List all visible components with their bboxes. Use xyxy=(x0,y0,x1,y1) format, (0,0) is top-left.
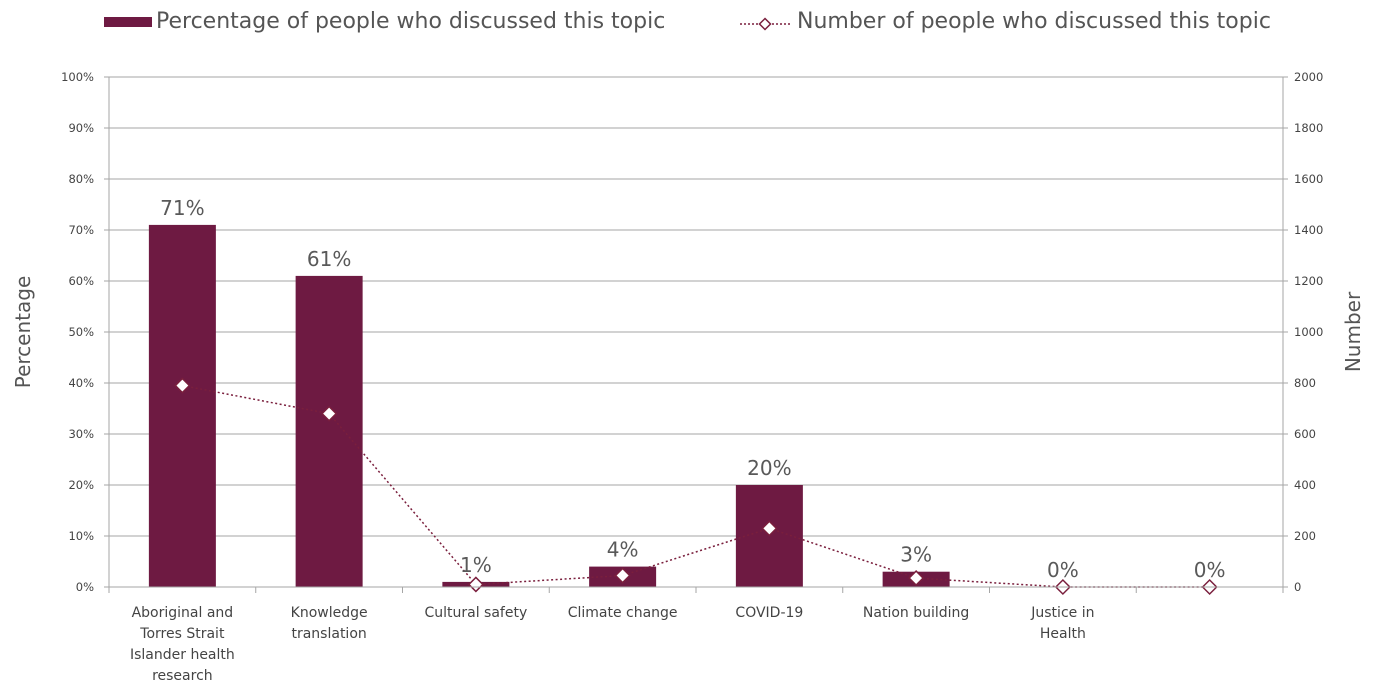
x-category-label: Torres Strait xyxy=(139,626,225,642)
y2-tick-label: 600 xyxy=(1294,427,1316,441)
bar-value-label: 0% xyxy=(1047,558,1079,582)
x-category-label: Health xyxy=(1040,626,1086,642)
y-tick-label: 40% xyxy=(68,376,94,390)
number-point xyxy=(467,576,484,593)
number-point xyxy=(908,570,925,587)
y2-tick-label: 1000 xyxy=(1294,325,1323,339)
y-axis-title: Percentage xyxy=(11,276,35,389)
bar-value-label: 1% xyxy=(460,553,492,577)
x-axis-categories: Aboriginal and Torres Strait Islander heal… xyxy=(130,605,1095,683)
y2-tick-label: 400 xyxy=(1294,478,1316,492)
y-tick-label: 90% xyxy=(68,121,94,135)
legend: Percentage of people who discussed this … xyxy=(104,9,1271,34)
y-tick-label: 20% xyxy=(68,478,94,492)
y2-tick-label: 0 xyxy=(1294,580,1301,594)
y-tick-label: 70% xyxy=(68,223,94,237)
y-tick-label: 100% xyxy=(61,70,94,84)
x-category-label: Knowledge xyxy=(291,605,368,621)
y-axis-ticks: 0% 10% 20% 30% 40% 50% 60% 70% 80% 90% 100% xyxy=(61,70,109,594)
y2-tick-label: 1800 xyxy=(1294,121,1323,135)
bar-value-label: 0% xyxy=(1194,558,1226,582)
y-tick-label: 0% xyxy=(76,580,94,594)
number-point xyxy=(174,377,191,394)
x-category-label: Nation building xyxy=(863,605,969,621)
x-category-label: Cultural safety xyxy=(424,605,527,621)
bar xyxy=(148,224,216,587)
y2-axis-ticks: 0 200 400 600 800 1000 1200 1400 1600 1800 2000 xyxy=(1283,70,1323,594)
number-line xyxy=(182,384,1210,588)
bar-value-label: 61% xyxy=(307,247,351,271)
y2-axis-title: Number xyxy=(1341,291,1365,372)
y2-tick-label: 1200 xyxy=(1294,274,1323,288)
y2-tick-label: 1400 xyxy=(1294,223,1323,237)
bar-value-label: 20% xyxy=(747,456,791,480)
number-point xyxy=(761,520,778,537)
legend-bar-swatch xyxy=(104,17,152,27)
bar-value-label: 4% xyxy=(607,538,639,562)
x-category-label: Justice in xyxy=(1030,605,1094,621)
x-category-label: COVID-19 xyxy=(735,605,803,621)
y-tick-label: 80% xyxy=(68,172,94,186)
y-tick-label: 10% xyxy=(68,529,94,543)
data-labels: 71% 61% 1% 4% 20% 3% 0% 0% xyxy=(160,196,1225,582)
legend-diamond-marker xyxy=(758,17,772,31)
y2-tick-label: 1600 xyxy=(1294,172,1323,186)
x-category-label: Islander health xyxy=(130,647,235,663)
bars xyxy=(148,224,950,587)
legend-line-label: Number of people who discussed this topi… xyxy=(797,9,1271,34)
number-point xyxy=(614,567,631,584)
y2-tick-label: 200 xyxy=(1294,529,1316,543)
y-tick-label: 60% xyxy=(68,274,94,288)
number-point xyxy=(321,405,338,422)
y-tick-label: 50% xyxy=(68,325,94,339)
axes xyxy=(108,77,1284,593)
y-tick-label: 30% xyxy=(68,427,94,441)
x-category-label: research xyxy=(152,668,213,683)
x-category-label: Climate change xyxy=(568,605,678,621)
legend-bar-label: Percentage of people who discussed this … xyxy=(156,9,665,34)
x-category-label: translation xyxy=(291,626,366,642)
bar-value-label: 3% xyxy=(900,543,932,567)
gridlines xyxy=(109,76,1283,537)
bar-value-label: 71% xyxy=(160,196,204,220)
bar xyxy=(295,275,363,587)
y2-tick-label: 2000 xyxy=(1294,70,1323,84)
number-series xyxy=(174,377,1218,596)
x-category-label: Aboriginal and xyxy=(132,605,234,621)
y2-tick-label: 800 xyxy=(1294,376,1316,390)
